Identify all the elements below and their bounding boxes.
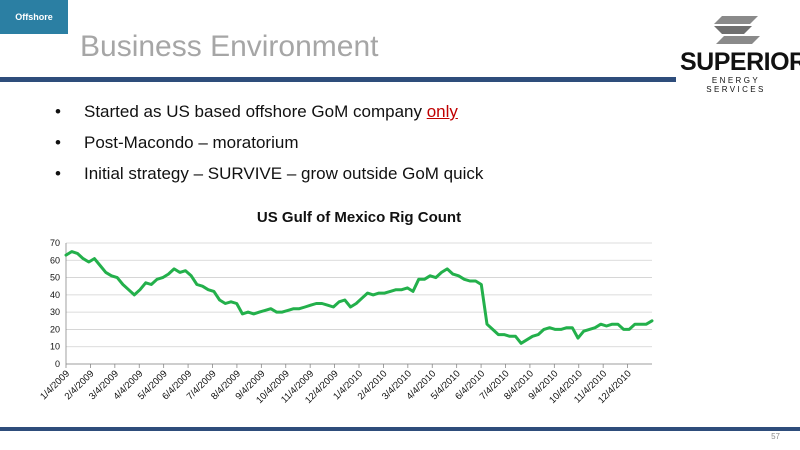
bullet-text: Initial strategy – SURVIVE – grow outsid…: [84, 164, 484, 183]
logo-subtitle: ENERGY SERVICES: [706, 76, 766, 94]
slide-title: Business Environment: [80, 30, 379, 63]
rig-count-series-line: [64, 250, 654, 345]
y-tick-label: 50: [50, 273, 60, 283]
bullet-item: • Started as US based offshore GoM compan…: [50, 96, 483, 127]
bullet-text: Started as US based offshore GoM company: [84, 102, 427, 121]
rig-count-chart: US Gulf of Mexico Rig Count 0 10 20 30 40 50 60…: [38, 200, 670, 430]
bullet-dot-icon: •: [55, 133, 61, 152]
bullet-item: • Initial strategy – SURVIVE – grow outsi…: [50, 158, 483, 189]
section-tag: Offshore: [0, 0, 68, 34]
y-tick-label: 0: [55, 359, 60, 369]
bullet-text: Post-Macondo – moratorium: [84, 133, 299, 152]
page-number: 57: [771, 432, 780, 441]
logo-mark-icon: [714, 16, 760, 44]
company-logo: SUPERIOR ENERGY SERVICES: [680, 14, 800, 94]
y-tick-label: 10: [50, 342, 60, 352]
y-tick-label: 20: [50, 324, 60, 334]
y-tick-label: 60: [50, 255, 60, 265]
bullet-list: • Started as US based offshore GoM compan…: [50, 96, 483, 189]
y-tick-label: 70: [50, 238, 60, 248]
bullet-dot-icon: •: [55, 164, 61, 183]
y-tick-label: 40: [50, 290, 60, 300]
y-tick-label: 30: [50, 307, 60, 317]
line-chart-svg: US Gulf of Mexico Rig Count 0 10 20 30 40 50 60…: [38, 209, 654, 406]
chart-title: US Gulf of Mexico Rig Count: [257, 209, 461, 226]
bullet-emphasis: only: [426, 102, 458, 121]
bullet-item: • Post-Macondo – moratorium: [50, 127, 483, 158]
footer-divider: [0, 427, 800, 431]
title-divider: [0, 77, 676, 82]
bullet-dot-icon: •: [55, 102, 61, 121]
logo-wordmark: SUPERIOR: [680, 48, 800, 76]
